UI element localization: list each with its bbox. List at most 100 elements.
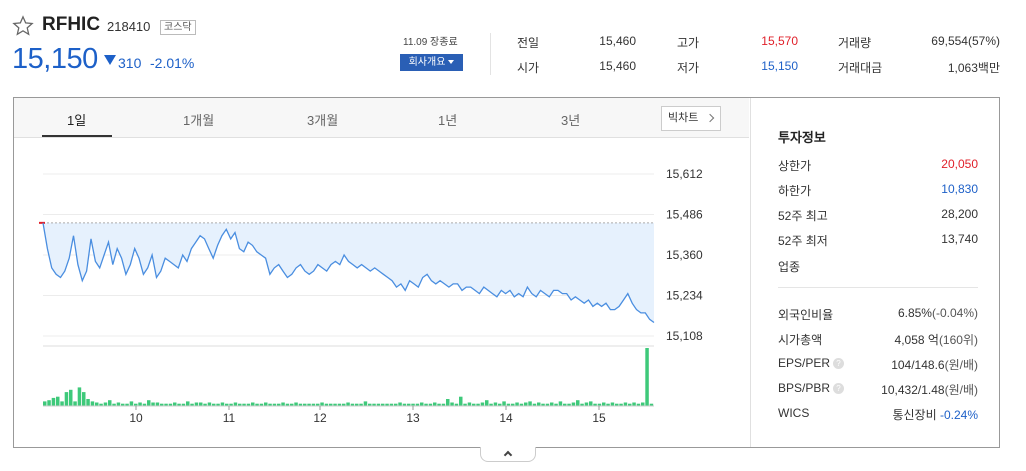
volume-bar bbox=[147, 400, 151, 406]
price-change: 310 bbox=[118, 55, 142, 71]
volume-bar bbox=[623, 402, 628, 406]
volume-bar bbox=[558, 401, 563, 406]
company-overview-button[interactable]: 회사개요 bbox=[400, 54, 463, 71]
volume-bar bbox=[368, 403, 372, 406]
eps-per: 104/148.6 bbox=[891, 358, 945, 372]
volume-bar bbox=[77, 387, 82, 406]
volume-bar bbox=[437, 403, 441, 406]
volume-bar bbox=[493, 402, 498, 406]
lower-limit-label: 하한가 bbox=[778, 184, 812, 198]
volume-bar bbox=[103, 402, 108, 406]
tab-3m[interactable]: 3개월 bbox=[307, 113, 339, 128]
bps-pbr-label: BPS/PBR? bbox=[778, 381, 845, 395]
volume-bar bbox=[181, 403, 186, 406]
volume-bar bbox=[528, 401, 532, 406]
volume-bar bbox=[346, 402, 350, 406]
volume-bar bbox=[142, 403, 147, 406]
x-tick-label: 11 bbox=[223, 411, 236, 425]
tab-1m[interactable]: 1개월 bbox=[183, 113, 215, 128]
volume-bar bbox=[363, 401, 368, 406]
foreign-ratio: 6.85% bbox=[897, 306, 932, 320]
volume-bar bbox=[190, 403, 194, 406]
market-cap: 4,058 억 bbox=[894, 333, 939, 347]
volume-bar bbox=[60, 401, 64, 406]
volume-bar bbox=[298, 403, 303, 406]
open-value: 15,460 bbox=[599, 59, 636, 73]
volume-bar bbox=[628, 403, 632, 406]
volume-bar bbox=[51, 397, 56, 406]
volume-bar bbox=[641, 402, 645, 406]
volume-bar bbox=[99, 403, 103, 406]
volume-bar bbox=[43, 401, 47, 406]
volume-bar bbox=[116, 402, 121, 406]
collapse-button[interactable] bbox=[480, 447, 536, 462]
volume-bar bbox=[576, 400, 580, 406]
volume-bar bbox=[407, 403, 411, 406]
amount-value: 1,063백만 bbox=[947, 61, 1000, 75]
chart-panel: 1일 1개월 3개월 1년 3년 빅차트 15,612 15,486 15,360 1… bbox=[13, 97, 1000, 448]
volume-bar bbox=[285, 403, 290, 406]
bps-pbr-value: 10,432/1.48(원/배) bbox=[881, 381, 978, 398]
volume-bar bbox=[64, 392, 69, 406]
eps-per-label: EPS/PER? bbox=[778, 356, 845, 370]
investment-info: 투자정보 상한가 20,050 하한가 10,830 52주 최고 28,200… bbox=[750, 98, 999, 447]
tab-1d[interactable]: 1일 bbox=[67, 113, 87, 128]
volume-bar bbox=[121, 403, 125, 406]
volume-bar bbox=[645, 348, 649, 406]
volume-bar bbox=[164, 403, 168, 406]
volume-bar bbox=[255, 403, 259, 406]
volume-bar bbox=[602, 402, 606, 406]
low-value: 15,150 bbox=[761, 59, 798, 73]
help-icon[interactable]: ? bbox=[833, 383, 845, 394]
stock-header: RFHIC 218410 코스닥 15,150 310 -2.01% 11.09… bbox=[0, 0, 1026, 96]
wics-label: WICS bbox=[778, 406, 810, 420]
volume-bar bbox=[463, 403, 467, 406]
volume-bar bbox=[264, 402, 268, 406]
volume-bar bbox=[606, 403, 610, 406]
low-label: 저가 bbox=[677, 61, 700, 75]
volume-bar bbox=[108, 400, 112, 406]
wics-value: 통신장비 -0.24% bbox=[892, 406, 978, 423]
volume-bar bbox=[246, 403, 251, 406]
volume-bar bbox=[69, 389, 73, 406]
price-chart[interactable]: 15,612 15,486 15,360 15,234 15,108 10 11 12 13 14… bbox=[14, 98, 749, 447]
volume-bar bbox=[381, 403, 385, 406]
help-icon[interactable]: ? bbox=[833, 358, 845, 369]
eps-per-value: 104/148.6(원/배) bbox=[891, 356, 978, 373]
volume-bar bbox=[337, 403, 342, 406]
volume-bar bbox=[220, 402, 225, 406]
volume-bar bbox=[619, 403, 623, 406]
volume-bar bbox=[610, 402, 615, 406]
volume-bar bbox=[316, 403, 320, 406]
volume-bar bbox=[207, 402, 212, 406]
volume-bar bbox=[242, 403, 246, 406]
volume-bar bbox=[584, 402, 589, 406]
industry-row: 업종 bbox=[778, 258, 978, 274]
y-tick-label: 15,612 bbox=[666, 167, 703, 181]
y-tick-label: 15,360 bbox=[666, 248, 703, 262]
volume-bar bbox=[307, 403, 311, 406]
volume-bar bbox=[480, 402, 485, 406]
chevron-up-icon bbox=[503, 450, 513, 460]
volume-bar bbox=[398, 402, 402, 406]
bigchart-button[interactable]: 빅차트 bbox=[661, 106, 721, 131]
volume-bar bbox=[173, 402, 177, 406]
volume-bar bbox=[372, 403, 376, 406]
volume-bar bbox=[467, 402, 472, 406]
tab-3y[interactable]: 3년 bbox=[561, 113, 581, 128]
foreign-ratio-row: 외국인비율 6.85%(-0.04%) bbox=[778, 306, 978, 322]
volume-bar bbox=[524, 402, 528, 406]
volume-bar bbox=[649, 403, 654, 406]
wics-sector[interactable]: 통신장비 bbox=[892, 408, 937, 422]
volume-bar bbox=[545, 403, 550, 406]
bps-pbr: 10,432/1.48 bbox=[881, 383, 945, 397]
tab-1y[interactable]: 1년 bbox=[438, 113, 458, 128]
market-cap-label: 시가총액 bbox=[778, 333, 823, 347]
amount-label: 거래대금 bbox=[838, 61, 883, 75]
favorite-star-icon[interactable] bbox=[12, 15, 34, 37]
volume-bar bbox=[554, 403, 558, 406]
volume-bar bbox=[402, 403, 407, 406]
industry-label: 업종 bbox=[778, 260, 801, 274]
volume-bar bbox=[519, 403, 524, 406]
header-divider bbox=[490, 33, 491, 75]
